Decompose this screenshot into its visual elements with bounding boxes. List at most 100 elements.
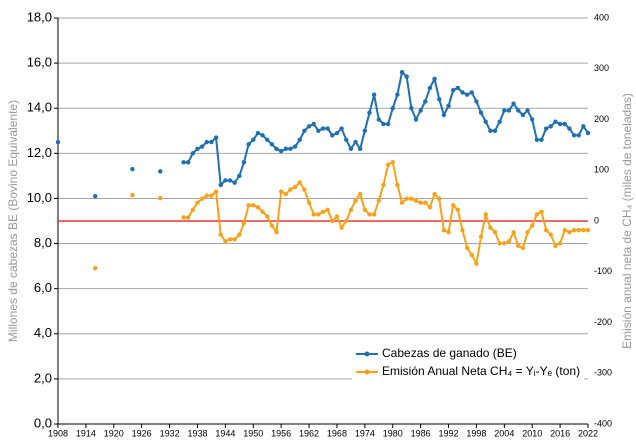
data-point (390, 106, 395, 111)
data-point (502, 108, 507, 113)
data-point (423, 99, 428, 104)
data-point (227, 178, 233, 183)
data-point (330, 133, 335, 138)
data-point (181, 215, 186, 220)
data-point (539, 209, 544, 215)
data-point (450, 203, 456, 208)
x-tick-label: 1962 (299, 428, 319, 438)
data-point (381, 121, 386, 127)
data-point (320, 209, 326, 215)
data-point (581, 124, 586, 129)
data-point (92, 193, 98, 199)
data-point (185, 215, 191, 220)
x-tick-label: 1998 (466, 428, 486, 438)
data-point (199, 196, 205, 201)
data-point (246, 142, 251, 147)
y-tick-label: 12,0 (27, 145, 52, 160)
y2-tick-label: -300 (594, 368, 612, 378)
data-point (232, 180, 237, 185)
data-point (530, 117, 535, 122)
data-point (409, 196, 414, 201)
data-point (204, 193, 209, 198)
data-point (348, 207, 354, 213)
y-tick-label: 8,0 (34, 235, 52, 250)
data-point (292, 144, 298, 149)
data-point (255, 205, 261, 210)
x-tick-label: 1992 (439, 428, 459, 438)
data-point (297, 137, 302, 142)
data-point (557, 241, 563, 246)
data-point (571, 227, 577, 233)
y2-tick-label: -400 (594, 418, 612, 428)
data-point (278, 189, 284, 194)
data-point (404, 196, 409, 201)
data-point (213, 189, 219, 194)
x-tick-label: 2016 (550, 428, 570, 438)
data-point (562, 121, 567, 127)
data-point (469, 90, 474, 95)
data-point (362, 128, 368, 133)
data-point (437, 196, 442, 201)
data-point (190, 207, 196, 213)
data-point (418, 200, 423, 205)
data-point (404, 74, 409, 79)
data-point (265, 214, 270, 219)
data-point (55, 139, 61, 145)
data-point (506, 108, 512, 113)
data-point (437, 97, 442, 102)
data-point (316, 128, 321, 133)
data-point (367, 110, 372, 115)
data-point (427, 85, 433, 91)
data-point (585, 227, 591, 233)
y2-tick-label: 400 (594, 12, 609, 22)
data-point (455, 207, 461, 213)
data-point (227, 237, 233, 242)
data-point (306, 200, 312, 205)
data-point (274, 146, 279, 152)
data-point (223, 239, 228, 244)
data-point (557, 121, 563, 127)
data-point (371, 92, 377, 97)
data-point (339, 126, 344, 131)
data-point (395, 92, 400, 97)
y-axis-label: Millones de cabezas BE (Bovino Equivalen… (6, 100, 20, 342)
x-tick-label: 1914 (76, 428, 96, 438)
data-point (204, 139, 209, 145)
data-point (218, 232, 223, 237)
data-point (478, 234, 484, 239)
data-point (511, 101, 516, 106)
x-tick-label: 1908 (48, 428, 68, 438)
data-point (260, 209, 265, 215)
x-tick-label: 1968 (327, 428, 347, 438)
data-point (567, 126, 572, 131)
y-tick-label: 2,0 (34, 370, 52, 385)
x-tick-label: 1950 (243, 428, 263, 438)
data-point (348, 146, 354, 152)
x-tick-label: 1926 (132, 428, 152, 438)
data-point (288, 146, 293, 152)
y2-tick-label: 300 (594, 63, 609, 73)
data-point (158, 195, 163, 201)
data-point (562, 227, 567, 233)
x-tick-label: 1986 (411, 428, 431, 438)
data-point (585, 130, 591, 136)
data-point (195, 200, 200, 205)
data-point (330, 218, 335, 224)
data-point (413, 117, 419, 122)
data-point (446, 229, 451, 235)
data-point (576, 227, 581, 233)
data-point (306, 124, 312, 129)
x-tick-label: 1956 (271, 428, 291, 438)
data-point (357, 146, 363, 152)
data-point (241, 220, 247, 226)
data-point (195, 146, 200, 152)
legend-box (352, 344, 584, 382)
data-point (209, 193, 214, 198)
data-point (427, 205, 433, 210)
data-point (325, 207, 330, 213)
data-point (260, 133, 265, 138)
y2-tick-label: 200 (594, 114, 609, 124)
data-point (455, 85, 461, 91)
data-point (223, 178, 228, 183)
